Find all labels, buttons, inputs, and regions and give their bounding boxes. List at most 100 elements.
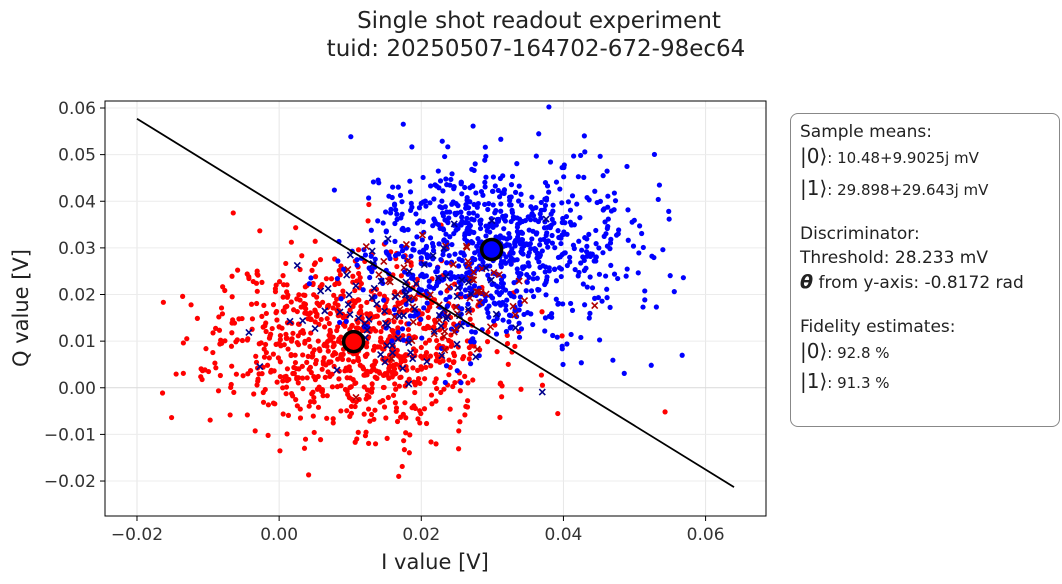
cross-point (454, 284, 462, 292)
data-point (392, 220, 398, 227)
data-point (560, 361, 566, 368)
data-point (302, 340, 308, 346)
data-point (273, 341, 279, 347)
data-point (357, 274, 363, 281)
data-point (464, 404, 471, 410)
data-point (311, 261, 318, 268)
fidelity-0-value: : 92.8 % (827, 344, 890, 362)
y-tick-label: 0.03 (58, 239, 96, 259)
data-point (527, 217, 534, 223)
data-point (280, 378, 286, 384)
data-point (399, 463, 405, 470)
data-point (260, 324, 266, 330)
data-point (434, 385, 440, 392)
data-point (203, 346, 209, 352)
cross-point (368, 247, 376, 255)
data-point (441, 386, 447, 392)
data-point (252, 428, 258, 434)
data-point (361, 411, 367, 417)
data-point (497, 414, 503, 420)
data-point (270, 302, 277, 308)
data-point (584, 253, 590, 259)
data-point (615, 275, 621, 282)
data-point (283, 260, 289, 267)
data-point (607, 304, 613, 310)
data-point (324, 393, 330, 399)
data-point (427, 262, 433, 268)
data-point (459, 191, 465, 197)
data-point (433, 283, 440, 289)
data-point (295, 375, 302, 381)
data-point (417, 420, 423, 426)
data-point (292, 352, 298, 358)
data-point (426, 283, 432, 290)
data-point (625, 207, 631, 213)
data-point (470, 210, 476, 216)
data-point (586, 197, 592, 203)
data-point (471, 217, 477, 223)
data-point (640, 304, 646, 310)
data-point (282, 374, 288, 380)
data-point (504, 341, 511, 347)
cross-point (495, 271, 503, 279)
data-point (374, 375, 380, 381)
data-point (420, 247, 427, 253)
data-point (422, 340, 429, 346)
data-point (428, 392, 435, 398)
data-point (480, 192, 486, 198)
data-point (420, 174, 426, 181)
data-point (375, 218, 381, 224)
cross-point (375, 271, 383, 279)
data-point (422, 376, 428, 382)
data-point (321, 355, 327, 361)
data-point (448, 276, 454, 282)
data-point (471, 201, 477, 208)
data-point (331, 340, 337, 346)
data-point (516, 183, 522, 189)
cross-point (515, 277, 523, 285)
data-point (584, 284, 590, 290)
data-point (366, 201, 372, 208)
data-point (604, 295, 610, 301)
data-point (432, 319, 438, 325)
data-point (624, 163, 630, 170)
data-point (280, 411, 286, 417)
y-tick-label: 0.01 (58, 332, 96, 352)
data-point (530, 228, 536, 234)
data-point (507, 290, 513, 297)
data-point (425, 314, 432, 321)
data-point (514, 266, 520, 272)
data-point (442, 153, 448, 160)
y-tick-label: −0.02 (44, 472, 96, 492)
data-point (559, 164, 565, 171)
data-point (439, 198, 445, 204)
data-point (250, 278, 256, 285)
series-cross-00008b (245, 215, 550, 396)
data-point (316, 303, 323, 309)
cross-point (352, 282, 360, 290)
data-point (344, 408, 350, 414)
data-point (327, 327, 333, 333)
data-point (311, 374, 317, 380)
data-point (516, 307, 522, 313)
data-point (401, 337, 407, 343)
data-point (338, 296, 344, 302)
data-point (519, 202, 525, 208)
data-point (294, 403, 300, 409)
cross-point (362, 242, 370, 251)
data-point (516, 198, 522, 204)
data-point (545, 244, 551, 250)
sample-means-label: Sample means: (800, 122, 932, 142)
data-point (490, 202, 496, 208)
data-point (284, 289, 290, 295)
cross-point (343, 271, 351, 279)
data-point (440, 226, 446, 232)
data-point (631, 217, 637, 223)
data-point (454, 368, 460, 374)
data-point (418, 410, 424, 417)
data-point (499, 394, 505, 400)
data-point (309, 267, 315, 273)
data-point (464, 215, 470, 221)
data-point (418, 366, 425, 372)
